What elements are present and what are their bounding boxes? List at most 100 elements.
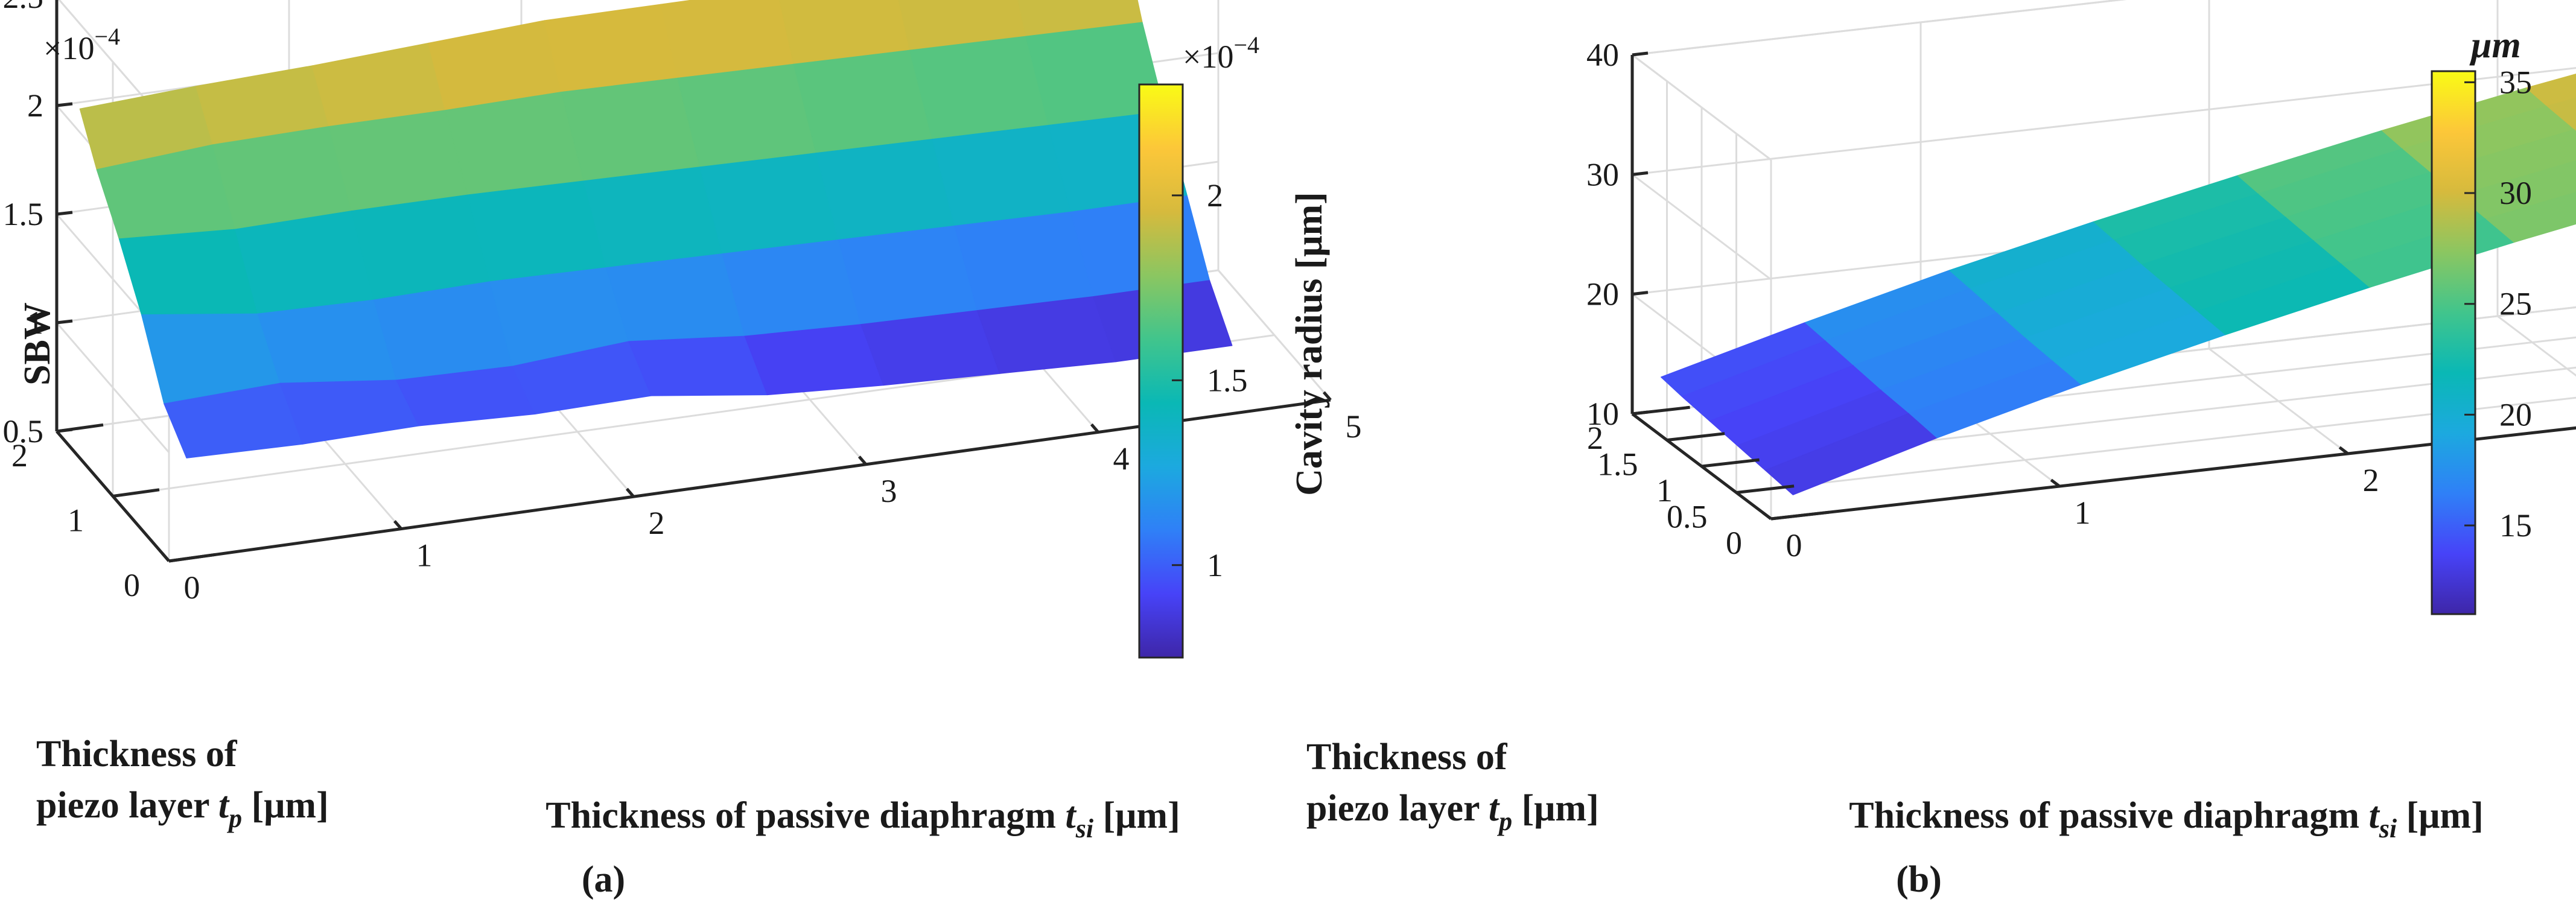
z-tick-label: 40 xyxy=(1586,37,1619,73)
x-tick-mark xyxy=(625,487,635,498)
surface-patch xyxy=(257,299,397,384)
z-tick-label: 30 xyxy=(1586,156,1619,192)
x-tick-label: 4 xyxy=(1113,440,1130,477)
y-tick-mark xyxy=(1667,432,1725,442)
wall-edge xyxy=(1632,0,2126,56)
surface-patch xyxy=(445,91,585,195)
colorbar-tick-label: 1 xyxy=(1207,547,1223,583)
colorbar-tick-label: 25 xyxy=(2499,286,2532,322)
surface-patch xyxy=(374,281,514,381)
surface-patch xyxy=(2546,97,2576,130)
surface-patch xyxy=(838,225,978,325)
z-tick-mark xyxy=(56,428,73,433)
panel-a-y-axis-label-line1: Thickness of xyxy=(36,734,238,775)
x-tick-label: 1 xyxy=(416,538,433,574)
x-tick-label: 2 xyxy=(649,505,665,541)
z-tick-label: 2 xyxy=(27,87,43,124)
surface-patch xyxy=(932,124,1072,227)
colorbar-tick-label: 30 xyxy=(2499,175,2532,211)
x-tick-mark xyxy=(1322,391,1332,401)
x-tick-mark xyxy=(1090,423,1099,434)
panel-b-caption: (b) xyxy=(1896,859,1942,900)
surface-patch xyxy=(954,211,1094,311)
panel-b-x-axis-label: Thickness of passive diaphragm tsi [μm] xyxy=(1849,795,2483,843)
gridline-back-z xyxy=(1632,0,2126,56)
x-tick-mark xyxy=(1761,511,1772,520)
z-tick-label: 10 xyxy=(1586,396,1619,432)
z-tick-label: 1.5 xyxy=(3,196,44,232)
x-tick-label: 1 xyxy=(2075,495,2091,531)
x-tick-label: 5 xyxy=(1346,408,1362,445)
panel-b-y-axis-label-line2: piezo layer tp [μm] xyxy=(1306,788,1599,836)
surface-patch xyxy=(860,310,1000,386)
panel-b-colorbar: 15 20 25 30 35 xyxy=(2431,64,2532,615)
y-tick-label: 1 xyxy=(68,503,84,539)
x-tick-label: 3 xyxy=(881,473,897,509)
z-tick-mark xyxy=(56,319,73,325)
z-tick-mark xyxy=(56,211,73,216)
y-tick-label: 2 xyxy=(11,437,28,474)
surface-patch xyxy=(2526,74,2576,107)
panel-a-y-axis-label-line2: piezo layer tp [μm] xyxy=(36,785,329,833)
z-tick-label: 0.5 xyxy=(3,413,44,449)
surface-patch xyxy=(2485,192,2576,243)
z-tick-mark xyxy=(56,102,73,107)
surface-patch xyxy=(544,4,678,93)
colorbar-tick-label: 35 xyxy=(2499,64,2532,100)
z-tick-mark xyxy=(1632,51,1649,57)
surface-patch xyxy=(976,296,1116,374)
z-tick-mark xyxy=(1632,291,1649,296)
surface-patch xyxy=(699,153,839,255)
wall-edge xyxy=(1217,270,1332,401)
panel-a-colorbar: 11.52 xyxy=(1138,83,1248,659)
y-tick-label: 1.5 xyxy=(1597,446,1638,483)
colorbar-tick-label: 2 xyxy=(1207,177,1223,214)
y-tick-label: 0 xyxy=(124,567,140,603)
x-tick-label: 0 xyxy=(1786,527,1802,563)
y-tick-label: 1 xyxy=(1656,472,1673,509)
z-tick-label: 20 xyxy=(1586,276,1619,312)
colorbar-tick-label: 15 xyxy=(2499,507,2532,544)
surface-patch xyxy=(677,63,817,168)
x-tick-mark xyxy=(2050,478,2061,487)
panel-a-x-axis-label: Thickness of passive diaphragm tsi [μm] xyxy=(545,795,1180,843)
x-tick-mark xyxy=(161,552,170,562)
surface-patch xyxy=(909,36,1049,140)
y-tick-mark xyxy=(112,488,160,498)
y-tick-label: 2 xyxy=(1587,420,1603,456)
panel-a-colorbar-multiplier: ×10−4 xyxy=(1183,31,1259,75)
x-tick-label: 0 xyxy=(184,569,200,606)
colorbar-bar xyxy=(2431,70,2476,615)
gridline-floor-y xyxy=(1701,366,2576,468)
y-tick-mark xyxy=(1770,510,1829,521)
x-tick-mark xyxy=(857,455,867,466)
surface-patch xyxy=(744,324,884,396)
y-tick-mark xyxy=(1736,484,1795,494)
panel-a-caption: (a) xyxy=(582,859,625,900)
surface-patch xyxy=(328,110,468,212)
surface-patch xyxy=(561,77,701,182)
y-tick-label: 0 xyxy=(1726,525,1742,561)
surface-patch xyxy=(793,49,933,154)
z-tick-label: 1 xyxy=(27,305,43,341)
x-axis-line xyxy=(1770,426,2576,521)
x-tick-mark xyxy=(2338,446,2349,455)
surface-patch xyxy=(467,180,607,282)
colorbar-tick-label: 1.5 xyxy=(1207,362,1248,398)
surface-patch xyxy=(118,229,259,316)
y-tick-mark xyxy=(168,553,216,563)
x-tick-mark xyxy=(393,520,402,530)
wall-edge xyxy=(1632,54,1772,161)
z-tick-mark xyxy=(1632,410,1649,416)
surface-patch xyxy=(235,211,375,315)
panel-a-surface xyxy=(79,0,1233,458)
panel-a-z-multiplier: ×10−4 xyxy=(43,23,120,66)
surface-patch xyxy=(722,239,862,337)
y-tick-label: 0.5 xyxy=(1667,499,1708,535)
z-tick-label: 2.5 xyxy=(3,0,44,15)
